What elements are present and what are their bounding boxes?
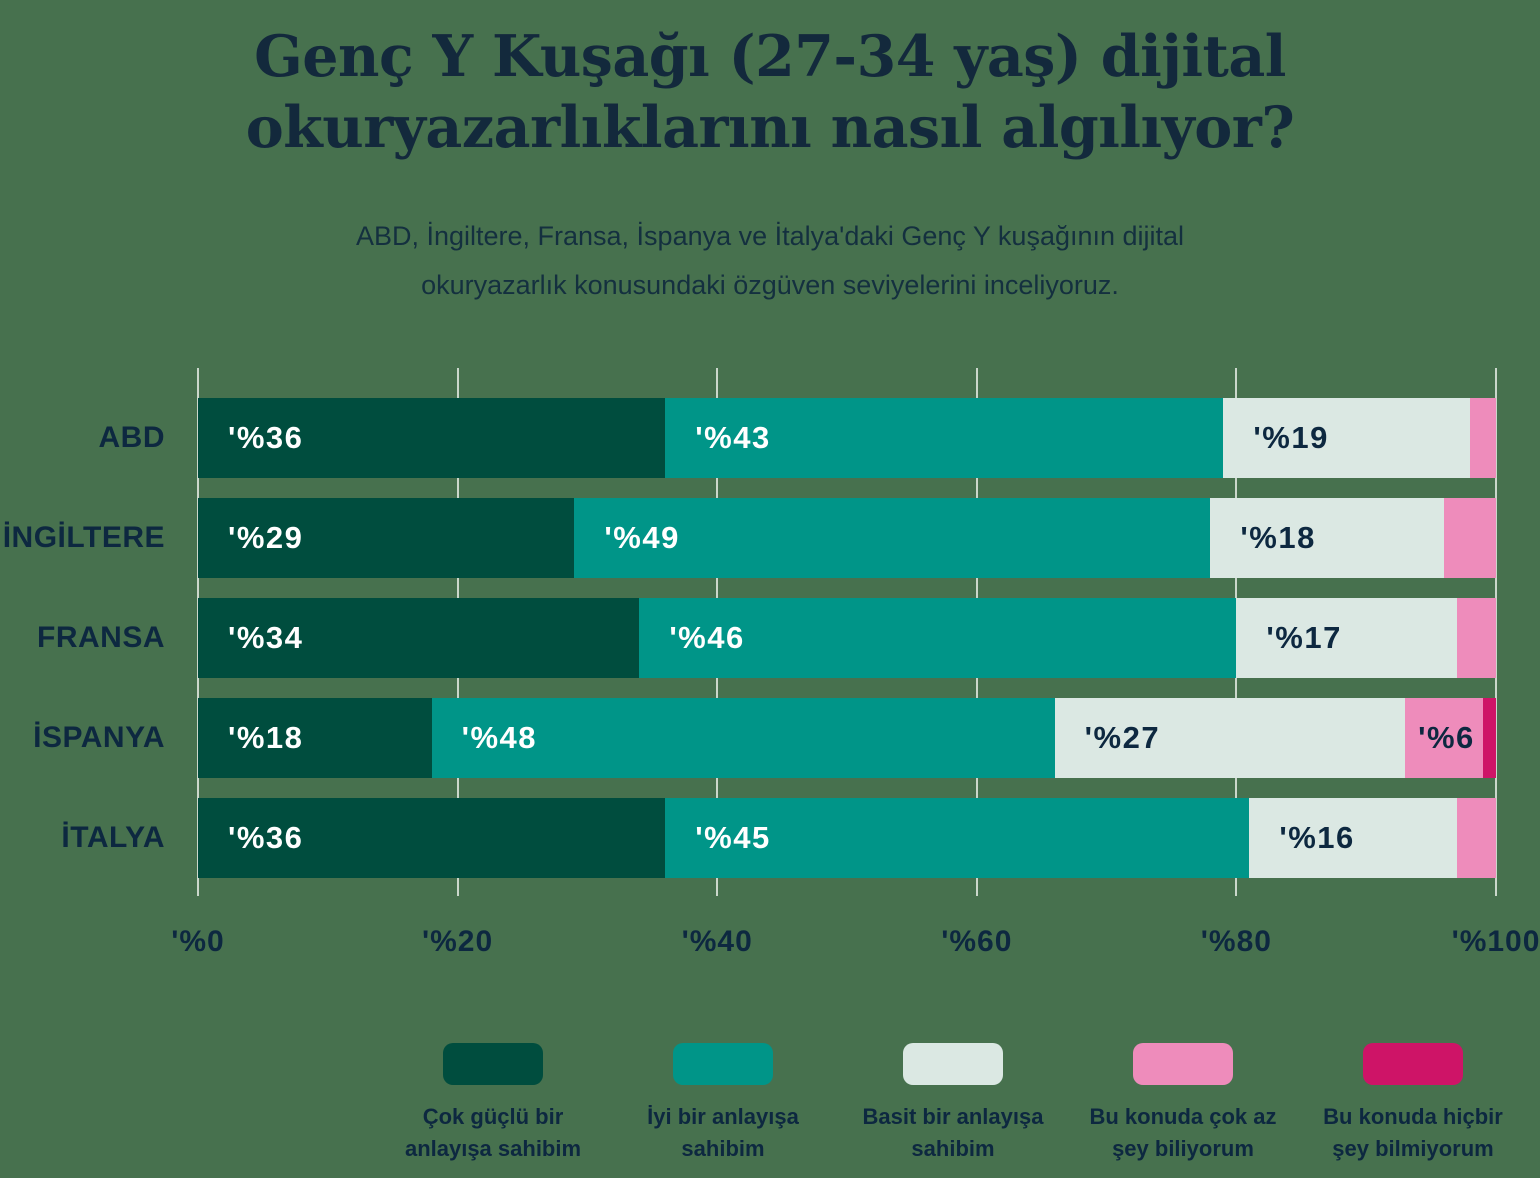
- legend-item-3: Basit bir anlayışa sahibim: [838, 1043, 1068, 1165]
- bar-segment-series-3: '%27: [1054, 698, 1406, 778]
- x-tick-label-80: '%80: [1200, 925, 1272, 958]
- value-label: '%17: [1266, 620, 1342, 655]
- x-tick-label-0: '%0: [171, 925, 225, 958]
- legend-item-1: Çok güçlü bir anlayışa sahibim: [378, 1043, 608, 1165]
- value-label: '%19: [1253, 420, 1329, 455]
- legend-swatch: [1363, 1043, 1463, 1085]
- bar-segment-series-4: '%6: [1405, 698, 1483, 778]
- gridline-100: [1495, 368, 1497, 896]
- bar-row-2: İNGİLTERE '%29 '%49 '%18: [3, 498, 1496, 578]
- bar-segment-series-1: '%36: [198, 398, 666, 478]
- value-label: '%36: [228, 420, 304, 455]
- bar-row-4: İSPANYA '%18 '%48 '%27 '%6: [33, 698, 1496, 778]
- bar-segment-series-2: '%46: [639, 598, 1237, 678]
- page-subtitle: ABD, İngiltere, Fransa, İspanya ve İtaly…: [0, 212, 1540, 309]
- legend-item-4: Bu konuda çok az şey biliyorum: [1068, 1043, 1298, 1165]
- value-label: '%27: [1084, 720, 1161, 755]
- legend: Çok güçlü bir anlayışa sahibim İyi bir anl…: [378, 1043, 1528, 1165]
- bar-segment-series-1: '%36: [198, 798, 666, 878]
- bar-row-5: İTALYA '%36 '%45 '%16: [61, 798, 1496, 878]
- bar-segment-series-3: '%19: [1223, 398, 1470, 478]
- legend-label: Bu konuda çok az şey biliyorum: [1089, 1104, 1277, 1161]
- value-label: '%36: [228, 820, 304, 855]
- bar-segment-series-3: '%16: [1249, 798, 1458, 878]
- bar-segment-series-3: '%18: [1210, 498, 1445, 578]
- page-title-line-2: okuryazarlıklarını nasıl algılıyor?: [245, 93, 1295, 161]
- bar-segment-series-2: '%49: [574, 498, 1211, 578]
- value-label: '%43: [695, 420, 771, 455]
- category-label: İSPANYA: [33, 721, 165, 754]
- bar-segment-series-4: [1457, 798, 1496, 878]
- legend-label: Çok güçlü bir anlayışa sahibim: [404, 1104, 582, 1161]
- bar-segment-series-1: '%29: [198, 498, 575, 578]
- bar-segment-series-4: [1444, 498, 1496, 578]
- page-title-line-1: Genç Y Kuşağı (27-34 yaş) dijital: [254, 23, 1286, 90]
- value-label: '%34: [228, 620, 304, 655]
- legend-item-5: Bu konuda hiçbir şey bilmiyorum: [1298, 1043, 1528, 1165]
- x-tick-label-60: '%60: [941, 925, 1013, 958]
- bar-segment-series-2: '%45: [665, 798, 1250, 878]
- value-label: '%49: [604, 520, 680, 555]
- bar-rows: ABD '%36 '%43 '%19 İNGİLTERE '%29 '%49 '%18 FRAN…: [3, 398, 1496, 878]
- value-label: '%46: [669, 620, 745, 655]
- legend-swatch: [673, 1043, 773, 1085]
- category-label: ABD: [98, 421, 165, 454]
- bar-segment-series-1: '%18: [198, 698, 432, 778]
- value-label: '%18: [1240, 520, 1316, 555]
- legend-swatch: [443, 1043, 543, 1085]
- legend-swatch: [903, 1043, 1003, 1085]
- value-label: '%29: [228, 520, 304, 555]
- page-title: Genç Y Kuşağı (27-34 yaş) dijital okuryaz…: [0, 22, 1540, 163]
- value-label: '%45: [695, 820, 771, 855]
- x-tick-label-40: '%40: [681, 925, 753, 958]
- bar-segment-series-1: '%34: [198, 598, 640, 678]
- bar-segment-series-2: '%43: [665, 398, 1224, 478]
- x-axis: '%0 '%20 '%40 '%60 '%80 '%100: [171, 925, 1539, 975]
- bar-segment-series-5: [1482, 698, 1496, 778]
- category-label: İNGİLTERE: [2, 521, 165, 554]
- value-label: '%16: [1279, 820, 1355, 855]
- category-label: FRANSA: [37, 621, 165, 654]
- page-subtitle-line-1: ABD, İngiltere, Fransa, İspanya ve İtaly…: [355, 221, 1185, 251]
- legend-swatch: [1133, 1043, 1233, 1085]
- bar-segment-series-4: [1470, 398, 1496, 478]
- x-tick-label-20: '%20: [422, 925, 494, 958]
- bar-segment-series-3: '%17: [1236, 598, 1458, 678]
- value-label: '%48: [461, 720, 538, 755]
- bar-row-1: ABD '%36 '%43 '%19: [99, 398, 1496, 478]
- bar-row-3: FRANSA '%34 '%46 '%17: [37, 598, 1496, 678]
- bar-segment-series-2: '%48: [431, 698, 1055, 778]
- value-label: '%6: [1418, 720, 1475, 755]
- legend-item-2: İyi bir anlayışa sahibim: [608, 1043, 838, 1165]
- page-subtitle-line-2: okuryazarlık konusundaki özgüven seviyel…: [421, 269, 1119, 300]
- bar-segment-series-4: [1457, 598, 1496, 678]
- category-label: İTALYA: [61, 821, 165, 854]
- legend-label: Basit bir anlayışa sahibim: [862, 1104, 1044, 1161]
- legend-label: İyi bir anlayışa sahibim: [647, 1104, 799, 1161]
- plot-area: ABD '%36 '%43 '%19 İNGİLTERE '%29 '%49 '%18 FRAN…: [3, 368, 1497, 896]
- legend-label: Bu konuda hiçbir şey bilmiyorum: [1323, 1104, 1503, 1161]
- x-tick-label-100: '%100: [1451, 925, 1540, 958]
- value-label: '%18: [228, 720, 304, 755]
